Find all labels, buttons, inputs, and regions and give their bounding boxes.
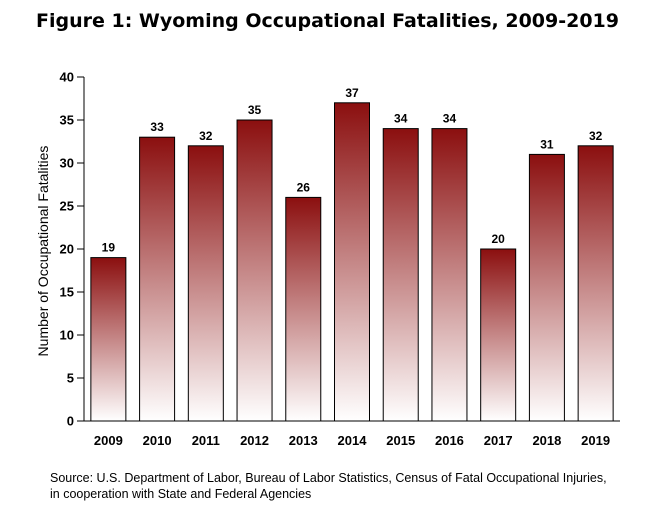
data-label: 32 (589, 129, 603, 143)
bar (382, 128, 419, 422)
y-tick-label: 20 (60, 242, 74, 257)
y-tick-label: 30 (60, 156, 74, 171)
bar (431, 128, 468, 422)
bar (285, 196, 322, 422)
bar (236, 119, 273, 422)
data-label: 35 (248, 103, 262, 117)
x-tick-label: 2016 (435, 433, 464, 448)
source-note: Source: U.S. Department of Labor, Bureau… (50, 470, 630, 502)
data-label: 34 (443, 112, 457, 126)
data-label: 33 (150, 120, 164, 134)
x-tick-label: 2018 (532, 433, 561, 448)
bar (187, 145, 224, 422)
y-tick-label: 10 (60, 328, 74, 343)
x-tick-label: 2013 (289, 433, 318, 448)
data-label: 19 (102, 241, 116, 255)
y-tick-label: 40 (60, 70, 74, 85)
y-tick-label: 15 (60, 285, 74, 300)
bar (528, 153, 565, 422)
data-label: 31 (540, 137, 554, 151)
y-tick-label: 35 (60, 113, 74, 128)
data-label: 37 (345, 86, 359, 100)
x-tick-label: 2017 (484, 433, 513, 448)
y-tick-label: 0 (67, 414, 74, 429)
x-tick-label: 2011 (192, 433, 220, 448)
data-label: 34 (394, 112, 408, 126)
x-tick-label: 2012 (240, 433, 269, 448)
x-tick-label: 2015 (386, 433, 415, 448)
x-tick-label: 2014 (338, 433, 368, 448)
y-tick-label: 25 (60, 199, 74, 214)
bar (139, 136, 176, 422)
bar (577, 145, 614, 422)
bar (480, 248, 517, 422)
data-label: 20 (492, 232, 506, 246)
bar (90, 257, 127, 422)
bar (334, 102, 370, 422)
source-line-1: Source: U.S. Department of Labor, Bureau… (50, 471, 607, 485)
x-tick-label: 2009 (94, 433, 123, 448)
data-label: 32 (199, 129, 213, 143)
x-tick-label: 2010 (143, 433, 172, 448)
x-tick-label: 2019 (581, 433, 610, 448)
source-line-2: in cooperation with State and Federal Ag… (50, 487, 312, 501)
chart-title: Figure 1: Wyoming Occupational Fatalitie… (35, 10, 619, 32)
y-tick-label: 5 (67, 371, 74, 386)
data-label: 26 (297, 180, 311, 194)
